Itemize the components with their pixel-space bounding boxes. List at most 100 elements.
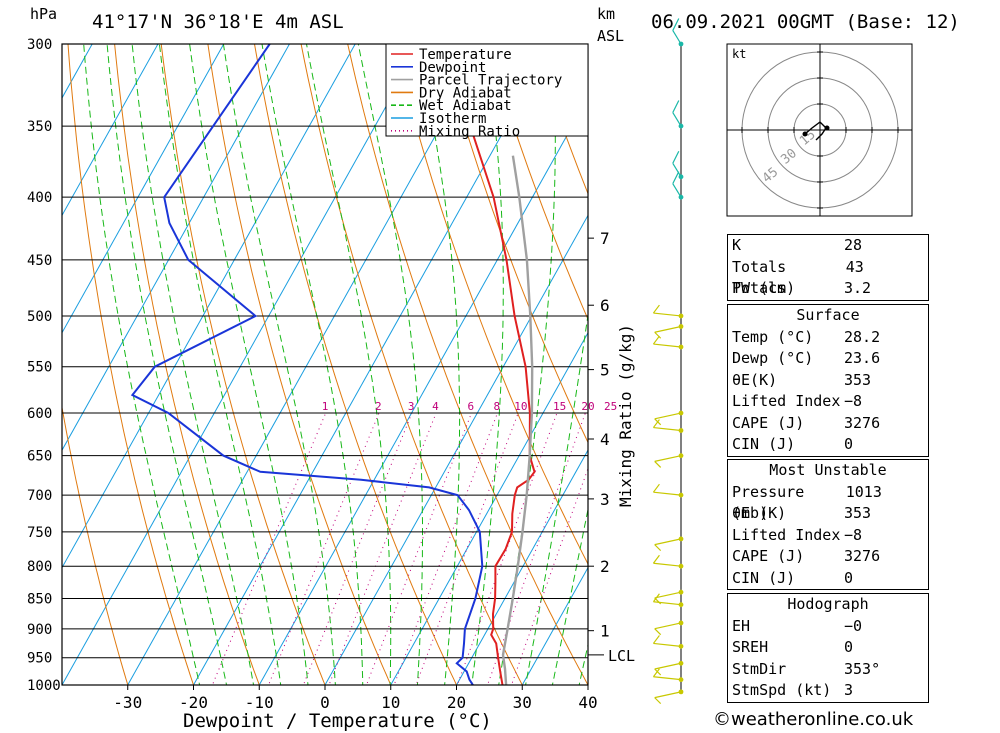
wind-level-dot (678, 660, 684, 666)
surface-value: 28.2 (844, 327, 881, 346)
hodo-value: −0 (844, 616, 863, 635)
km-tick-label: 5 (600, 361, 610, 380)
wind-barb (654, 538, 682, 546)
wind-barb-feather (652, 335, 660, 345)
x-tick-label: 40 (578, 693, 597, 712)
pressure-tick-label: 350 (27, 119, 52, 135)
mixing-ratio-label: 2 (375, 400, 382, 413)
wet-adiabat-line (83, 44, 201, 685)
isotherm-line (390, 331, 588, 685)
surface-title: Surface (796, 306, 860, 324)
mu-row: Pressure (mb) 1013 (728, 482, 928, 523)
mixing-ratio-label: 15 (553, 400, 566, 413)
pressure-tick-label: 500 (27, 309, 52, 325)
mu-label: Pressure (mb) (732, 482, 805, 523)
surface-label: θE(K) (732, 370, 778, 389)
wind-barb-feather (654, 697, 662, 705)
surface-label: Lifted Index (732, 392, 841, 410)
wind-barb-feather (672, 171, 680, 184)
surface-row: Temp (°C) 28.2 (728, 327, 928, 349)
mixing-ratio-label: 1 (322, 400, 329, 413)
pressure-tick-label: 1000 (27, 678, 61, 694)
x-tick-label: -10 (245, 693, 274, 712)
wind-barb (672, 30, 682, 45)
km-tick-label: 2 (600, 557, 610, 576)
wind-level-dot (678, 589, 684, 595)
wet-adiabat-line (131, 44, 255, 685)
hodograph-point (802, 131, 808, 137)
x-tick-label: -20 (179, 693, 208, 712)
isotherm-line (62, 44, 291, 452)
dry-adiabat-line (300, 44, 523, 685)
wind-barb (653, 676, 682, 681)
mu-label: θE (K) (732, 504, 787, 522)
wind-barb-feather (654, 544, 662, 552)
surface-label: Temp (°C) (732, 327, 814, 346)
pressure-tick-label: 800 (27, 559, 52, 575)
wind-barb-feather (652, 304, 660, 314)
general-row: K 28 (728, 235, 928, 257)
dry-adiabat-line (114, 44, 260, 685)
isotherm-line (324, 214, 588, 685)
mixing-ratio-axis-label: Mixing Ratio (g/kg) (616, 324, 635, 507)
wind-barb (653, 642, 682, 647)
surface-value: 23.6 (844, 349, 881, 367)
wind-barb (654, 691, 682, 699)
asl-label: ASL (597, 27, 624, 45)
indices-panel-most-unstable: Most Unstable Pressure (mb) 1013 θE (K) 353… (727, 459, 929, 590)
hodo-label: StmSpd (kt) (732, 681, 832, 699)
mu-label: Lifted Index (732, 525, 841, 544)
hodo-value: 353° (844, 659, 881, 678)
isotherm-line (62, 44, 93, 99)
dry-adiabat-line (62, 405, 129, 685)
indices-panel-hodograph: Hodograph EH −0 SREH 0 StmDir 353° StmSpd (kt)… (727, 593, 929, 703)
general-row: PW (cm) 3.2 (728, 278, 928, 300)
dry-adiabat-line (486, 44, 588, 321)
wind-barb (653, 312, 682, 317)
legend-label: Wet Adiabat (419, 98, 512, 114)
wind-barb-feather (672, 18, 680, 31)
mixing-ratio-line (211, 412, 327, 685)
general-label: Totals Totals (732, 257, 787, 298)
legend-label: Dry Adiabat (419, 85, 512, 101)
surface-row: θE(K) 353 (728, 370, 928, 392)
wind-level-dot (678, 689, 684, 695)
pressure-tick-label: 300 (27, 37, 52, 53)
dewpoint-line (130, 44, 484, 685)
wind-barb (654, 591, 682, 599)
dry-adiabat-line (253, 44, 458, 685)
dry-adiabat-line (207, 44, 392, 685)
pressure-tick-label: 450 (27, 253, 52, 269)
mu-label: CAPE (J) (732, 547, 805, 565)
surface-value: −8 (844, 392, 863, 410)
dry-adiabat-line (980, 7, 1000, 711)
wind-barb-feather (652, 593, 660, 603)
dry-adiabat-line (440, 44, 588, 444)
wind-barb-feather (652, 483, 660, 493)
mu-value: 0 (844, 568, 854, 587)
wind-barb (653, 491, 682, 496)
x-tick-label: 20 (447, 693, 466, 712)
wet-adiabat-line (417, 44, 461, 685)
dry-adiabat-line (67, 44, 195, 685)
legend-label: Dewpoint (419, 60, 486, 76)
isotherm-line (62, 44, 225, 334)
pressure-tick-label: 600 (27, 406, 52, 422)
wind-barb (672, 112, 682, 127)
general-label: PW (cm) (732, 279, 796, 297)
general-value: 3.2 (844, 279, 872, 297)
pressure-tick-label: 950 (27, 651, 52, 667)
hodograph-point (824, 125, 830, 131)
wind-barb (654, 325, 682, 333)
wind-barb (654, 455, 682, 462)
km-label: km (597, 5, 615, 23)
legend-label: Isotherm (419, 111, 486, 127)
wind-barb (653, 601, 682, 606)
hpa-label: hPa (30, 5, 57, 23)
wind-barb (672, 183, 682, 198)
surface-row: CIN (J) 0 (728, 434, 928, 456)
hodo-label: EH (732, 616, 751, 635)
wet-adiabat-line (106, 44, 228, 685)
hodo-value: 0 (844, 638, 854, 656)
